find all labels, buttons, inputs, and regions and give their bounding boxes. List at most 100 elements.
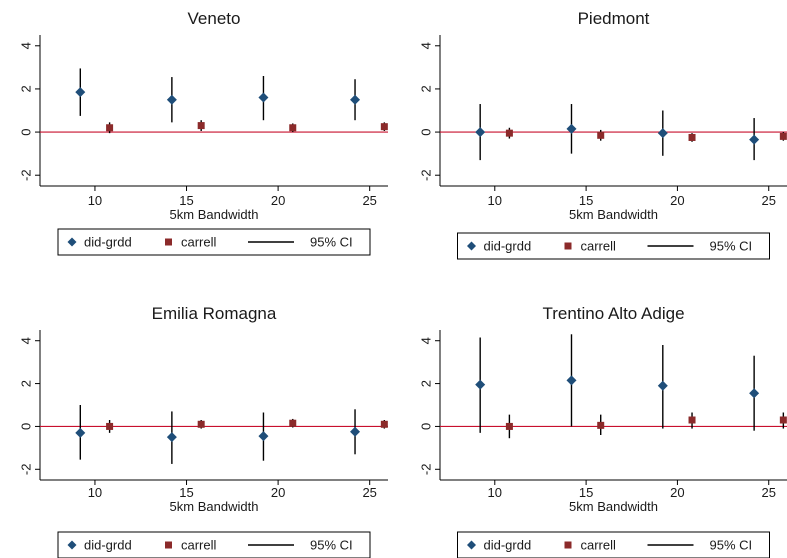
legend-did-grdd-marker xyxy=(67,237,77,247)
y-tick-label: 2 xyxy=(419,380,434,387)
legend-did-grdd-label: did-grdd xyxy=(84,235,132,250)
data-point-did-grdd xyxy=(258,92,269,103)
y-tick-label: 2 xyxy=(419,85,434,92)
legend-box xyxy=(57,228,371,256)
y-tick-label: 4 xyxy=(419,42,434,49)
x-tick-label: 25 xyxy=(762,485,776,500)
x-axis-label: 5km Bandwidth xyxy=(569,499,658,514)
x-tick-label: 15 xyxy=(179,485,193,500)
data-point-did-grdd xyxy=(166,94,177,105)
y-tick-label: -2 xyxy=(19,169,34,181)
x-axis-label: 5km Bandwidth xyxy=(569,207,658,222)
x-tick-label: 20 xyxy=(271,485,285,500)
data-point-did-grdd xyxy=(350,426,361,437)
legend-ci-label: 95% CI xyxy=(310,235,353,250)
legend-carrell-label: carrell xyxy=(181,538,217,553)
y-tick-label: 0 xyxy=(419,423,434,430)
data-point-carrell xyxy=(688,416,696,424)
y-tick-label: 0 xyxy=(419,128,434,135)
panel-piedmont: Piedmont -2 0 2 4 10 15 20 25 5km Bandwidth did-gr… xyxy=(419,9,787,260)
chart-title: Trentino Alto Adige xyxy=(542,304,684,323)
legend-ci-label: 95% CI xyxy=(710,239,753,254)
data-point-did-grdd xyxy=(657,380,668,391)
legend-did-grdd-label: did-grdd xyxy=(484,239,532,254)
data-point-carrell xyxy=(289,124,297,132)
data-point-carrell xyxy=(779,416,787,424)
x-tick-label: 20 xyxy=(271,193,285,208)
data-point-carrell xyxy=(380,123,388,131)
legend-ci-label: 95% CI xyxy=(710,538,753,553)
data-point-carrell xyxy=(688,133,696,141)
data-point-did-grdd xyxy=(350,94,361,105)
data-point-carrell xyxy=(197,420,205,428)
data-point-carrell xyxy=(197,122,205,130)
data-point-did-grdd xyxy=(258,431,269,442)
data-point-did-grdd xyxy=(75,87,86,98)
y-tick-label: 4 xyxy=(19,337,34,344)
x-tick-label: 10 xyxy=(88,485,102,500)
legend-did-grdd-marker xyxy=(67,540,77,550)
data-point-did-grdd xyxy=(749,388,760,399)
legend-did-grdd-marker xyxy=(467,241,476,251)
legend-did-grdd-label: did-grdd xyxy=(84,538,132,553)
data-point-did-grdd xyxy=(75,427,86,438)
y-tick-label: 4 xyxy=(19,42,34,49)
legend-ci-label: 95% CI xyxy=(310,538,353,553)
legend-carrell-label: carrell xyxy=(581,239,617,254)
data-point-carrell xyxy=(289,419,297,427)
legend-did-grdd-marker xyxy=(467,540,476,550)
data-point-did-grdd xyxy=(566,123,577,134)
legend-box xyxy=(57,531,371,558)
x-tick-label: 25 xyxy=(362,485,376,500)
data-point-did-grdd xyxy=(657,128,668,139)
y-tick-label: -2 xyxy=(419,169,434,181)
x-tick-label: 20 xyxy=(670,485,684,500)
data-point-did-grdd xyxy=(475,379,486,390)
x-tick-label: 10 xyxy=(88,193,102,208)
data-point-did-grdd xyxy=(749,134,760,145)
data-point-carrell xyxy=(106,422,114,430)
x-tick-label: 20 xyxy=(670,193,684,208)
legend-box xyxy=(457,531,770,558)
x-axis-label: 5km Bandwidth xyxy=(170,207,259,222)
chart-title: Emilia Romagna xyxy=(152,304,277,323)
legend-carrell-label: carrell xyxy=(581,538,617,553)
panel-trentino-alto-adige: Trentino Alto Adige -2 0 2 4 10 15 20 25 5km Band… xyxy=(419,304,787,558)
y-tick-label: 0 xyxy=(19,423,34,430)
legend-carrell-marker xyxy=(564,242,572,250)
panel-veneto: Veneto -2 0 2 4 10 15 20 25 5km Bandwidth did-grdd… xyxy=(19,9,388,256)
y-tick-label: 4 xyxy=(419,337,434,344)
data-point-did-grdd xyxy=(566,375,577,386)
y-tick-label: -2 xyxy=(419,464,434,476)
data-point-carrell xyxy=(505,129,513,137)
panel-emilia-romagna: Emilia Romagna -2 0 2 4 10 15 20 25 5km Bandwidth… xyxy=(19,304,388,558)
legend-box xyxy=(457,232,770,260)
x-tick-label: 15 xyxy=(179,193,193,208)
y-tick-label: 2 xyxy=(19,85,34,92)
y-tick-label: 2 xyxy=(19,380,34,387)
x-axis-label: 5km Bandwidth xyxy=(170,499,259,514)
data-point-carrell xyxy=(106,124,114,132)
legend-did-grdd-label: did-grdd xyxy=(484,538,532,553)
data-point-did-grdd xyxy=(166,432,177,443)
x-tick-label: 15 xyxy=(579,193,593,208)
data-point-carrell xyxy=(597,131,605,139)
x-tick-label: 25 xyxy=(762,193,776,208)
legend-carrell-marker xyxy=(564,541,572,549)
x-tick-label: 10 xyxy=(488,193,502,208)
data-point-carrell xyxy=(597,421,605,429)
y-tick-label: 0 xyxy=(19,128,34,135)
x-tick-label: 15 xyxy=(579,485,593,500)
data-point-carrell xyxy=(380,420,388,428)
x-tick-label: 25 xyxy=(362,193,376,208)
y-tick-label: -2 xyxy=(19,464,34,476)
legend-carrell-marker xyxy=(165,238,172,246)
data-point-carrell xyxy=(505,422,513,430)
x-tick-label: 10 xyxy=(488,485,502,500)
data-point-carrell xyxy=(779,132,787,140)
legend-carrell-label: carrell xyxy=(181,235,217,250)
chart-title: Veneto xyxy=(188,9,241,28)
chart-title: Piedmont xyxy=(578,9,650,28)
data-point-did-grdd xyxy=(475,127,486,138)
